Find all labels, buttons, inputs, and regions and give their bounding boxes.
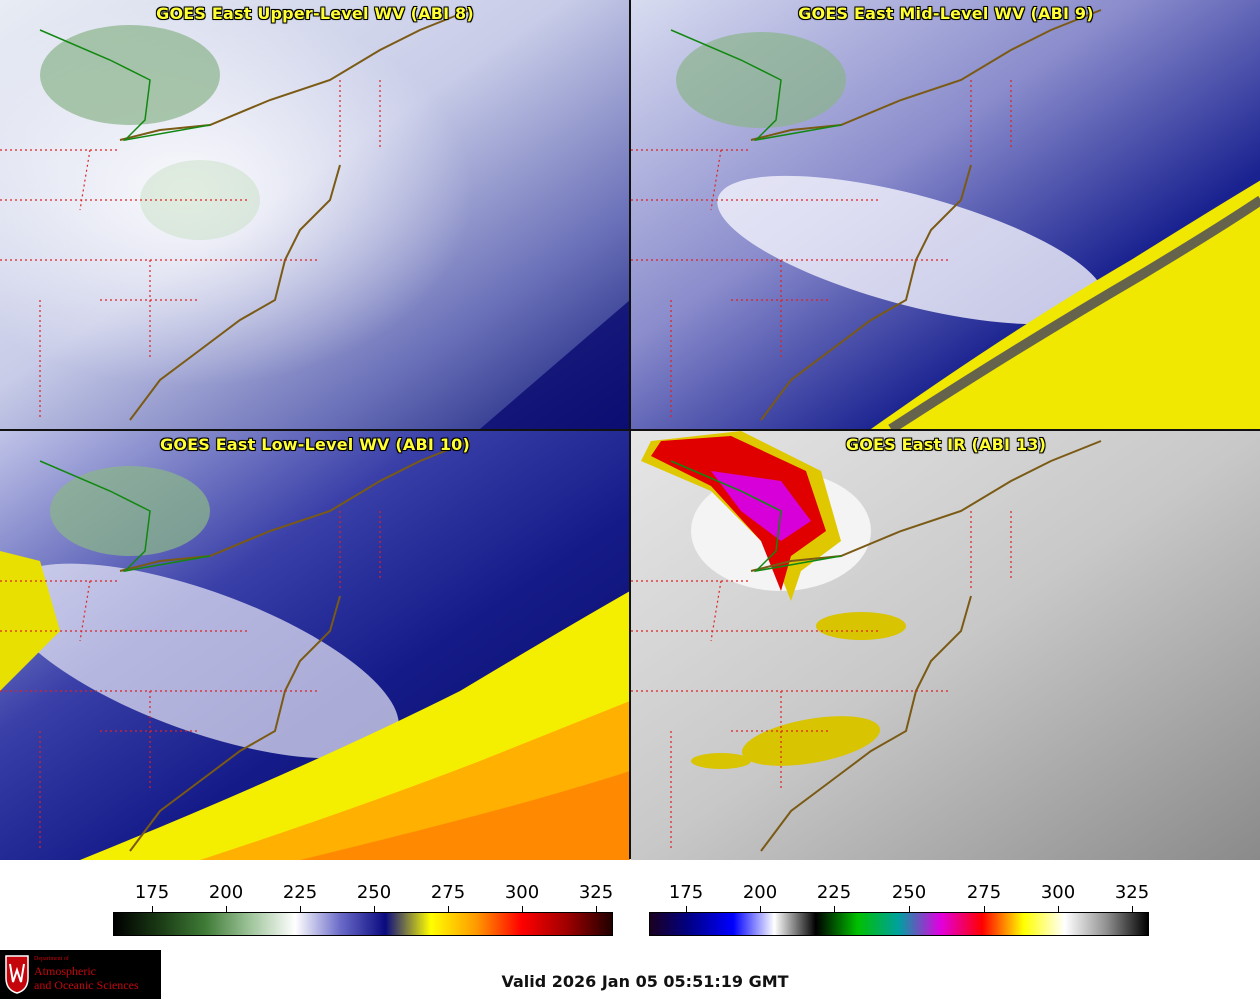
logo-name-line1: Atmospheric — [34, 964, 96, 978]
tick-label: 200 — [742, 882, 778, 903]
panel-title: GOES East Mid-Level WV (ABI 9) — [798, 4, 1094, 23]
upper-level-map-overlay — [0, 9, 471, 421]
tick-label: 275 — [966, 882, 1002, 903]
colorbar-wv-ticks: 175 200 225 250 275 300 325 — [113, 880, 614, 912]
panel-title: GOES East Low-Level WV (ABI 10) — [159, 435, 470, 454]
ir-map-overlay — [631, 440, 1102, 852]
ir-image — [631, 431, 1260, 860]
tick-label: 300 — [504, 882, 540, 903]
tick-label: 250 — [356, 882, 392, 903]
tick-label: 275 — [430, 882, 466, 903]
tick-label: 300 — [1040, 882, 1076, 903]
panel-title: GOES East IR (ABI 13) — [845, 435, 1047, 454]
tick-label: 325 — [1114, 882, 1150, 903]
tick-label: 225 — [816, 882, 852, 903]
tick-mark — [760, 906, 761, 912]
panel-upper-level-wv: GOES East Upper-Level WV (ABI 8) — [0, 0, 630, 429]
panel-title: GOES East Upper-Level WV (ABI 8) — [156, 4, 474, 23]
low-level-map-overlay — [0, 440, 471, 852]
colorbar-wv-strip — [113, 912, 613, 936]
tick-label: 200 — [208, 882, 244, 903]
tick-label: 175 — [668, 882, 704, 903]
tick-mark — [522, 906, 523, 912]
tick-mark — [984, 906, 985, 912]
logo-department: Department of — [34, 956, 69, 962]
colorbar-ir-ticks: 175 200 225 250 275 300 325 — [649, 880, 1150, 912]
tick-label: 250 — [891, 882, 927, 903]
panel-ir: GOES East IR (ABI 13) — [631, 431, 1260, 860]
tick-label: 325 — [578, 882, 614, 903]
tick-mark — [686, 906, 687, 912]
tick-mark — [152, 906, 153, 912]
colorbar-ir-strip — [649, 912, 1149, 936]
tick-mark — [374, 906, 375, 912]
tick-label: 225 — [282, 882, 318, 903]
aos-logo[interactable]: Department of Atmospheric and Oceanic Sc… — [0, 950, 161, 999]
panel-divider-horizontal — [0, 429, 1260, 431]
logo-name-line2: and Oceanic Sciences — [34, 978, 139, 992]
tick-mark — [300, 906, 301, 912]
tick-label: 175 — [134, 882, 170, 903]
tick-mark — [834, 906, 835, 912]
tick-mark — [1132, 906, 1133, 912]
panel-low-level-wv: GOES East Low-Level WV (ABI 10) — [0, 431, 630, 860]
tick-mark — [226, 906, 227, 912]
tick-mark — [596, 906, 597, 912]
valid-time: Valid 2026 Jan 05 05:51:19 GMT — [501, 972, 789, 991]
colorbar-wv: 175 200 225 250 275 300 325 — [113, 880, 613, 936]
colorbar-ir: 175 200 225 250 275 300 325 — [649, 880, 1149, 936]
tick-mark — [909, 906, 910, 912]
mid-level-wv-image — [631, 0, 1260, 429]
tick-mark — [448, 906, 449, 912]
tick-mark — [1058, 906, 1059, 912]
uw-crest-icon — [5, 955, 29, 994]
panel-mid-level-wv: GOES East Mid-Level WV (ABI 9) — [631, 0, 1260, 429]
mid-level-map-overlay — [631, 9, 1102, 421]
